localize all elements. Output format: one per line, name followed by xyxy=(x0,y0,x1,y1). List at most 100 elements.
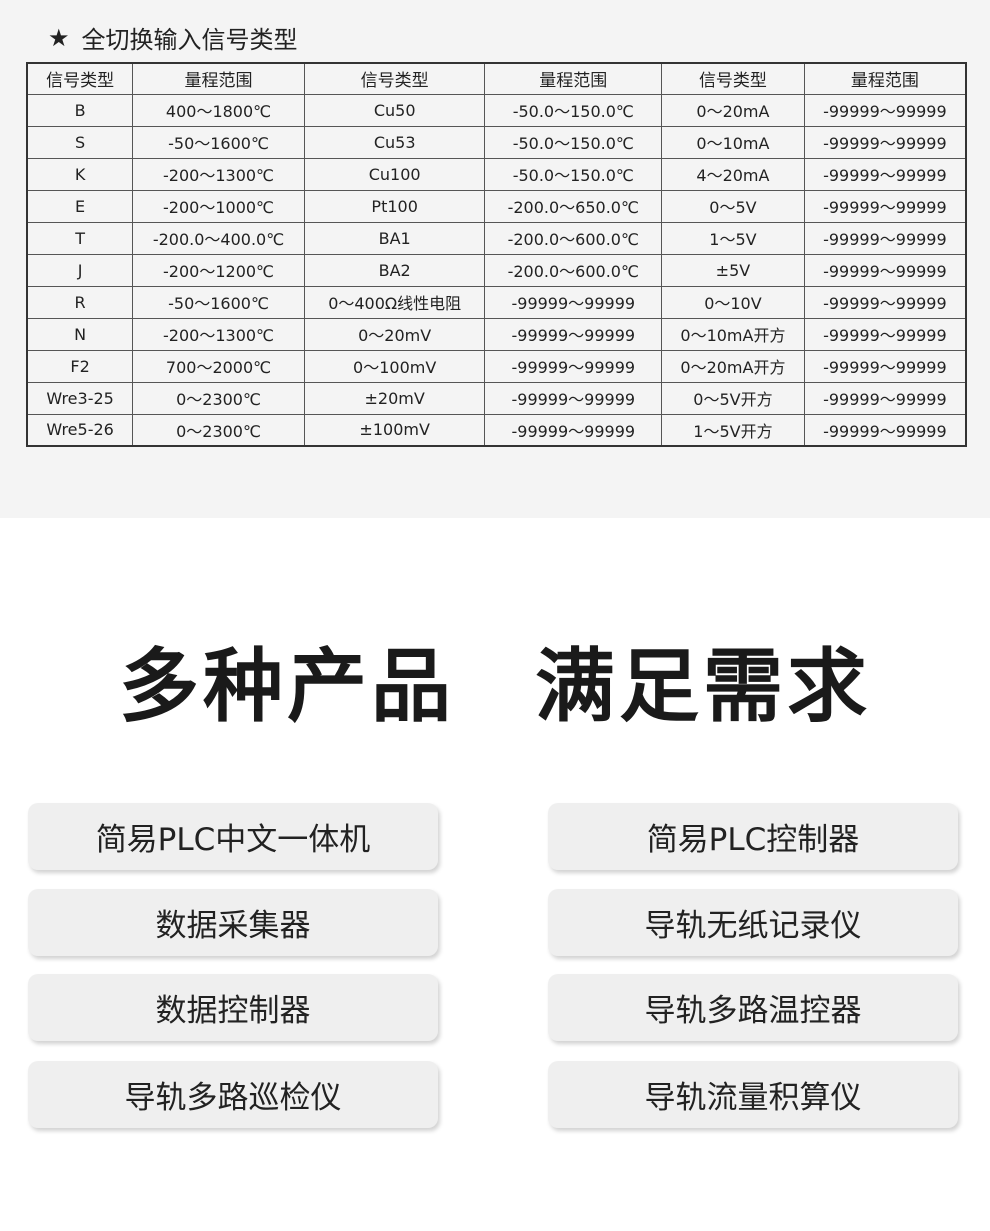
table-cell: -99999～99999 xyxy=(484,349,663,383)
table-cell: -99999～99999 xyxy=(803,413,967,447)
section-title-text: 全切换输入信号类型 xyxy=(81,26,298,54)
table-cell: -99999～99999 xyxy=(803,125,967,159)
table-cell: -99999～99999 xyxy=(803,221,967,255)
table-cell: 0～400Ω线性电阻 xyxy=(303,285,486,319)
column-header: 量程范围 xyxy=(132,62,305,95)
table-row: K -200～1300℃ Cu100 -50.0～150.0℃ 4～20mA -99999… xyxy=(26,157,967,191)
table-cell: -50.0～150.0℃ xyxy=(484,125,663,159)
star-icon: ★ xyxy=(48,23,70,52)
table-header-row: 信号类型 量程范围 信号类型 量程范围 信号类型 量程范围 xyxy=(26,62,967,95)
table-row: F2 700～2000℃ 0～100mV -99999～99999 0～20mA开方 -9… xyxy=(26,349,967,383)
table-cell: -99999～99999 xyxy=(484,413,663,447)
signal-section: ★ 全切换输入信号类型 信号类型 量程范围 信号类型 量程范围 信号类型 量程范围 B 40… xyxy=(0,0,990,518)
table-cell: J xyxy=(26,253,134,287)
table-cell: ±5V xyxy=(661,253,805,287)
table-cell: Wre5-26 xyxy=(26,413,134,447)
table-cell: -99999～99999 xyxy=(803,317,967,351)
table-cell: Pt100 xyxy=(303,189,486,223)
table-cell: -200.0～650.0℃ xyxy=(484,189,663,223)
table-cell: Cu100 xyxy=(303,157,486,191)
table-cell: ±20mV xyxy=(303,381,486,415)
table-cell: E xyxy=(26,189,134,223)
column-header: 信号类型 xyxy=(661,62,805,95)
table-cell: 0～20mA开方 xyxy=(661,349,805,383)
table-cell: 0～2300℃ xyxy=(132,413,305,447)
table-cell: BA2 xyxy=(303,253,486,287)
table-cell: -99999～99999 xyxy=(803,253,967,287)
table-cell: ±100mV xyxy=(303,413,486,447)
table-cell: Cu53 xyxy=(303,125,486,159)
table-row: Wre5-26 0～2300℃ ±100mV -99999～99999 1～5V开方 -9… xyxy=(26,413,967,447)
table-cell: R xyxy=(26,285,134,319)
table-row: N -200～1300℃ 0～20mV -99999～99999 0～10mA开方 -99… xyxy=(26,317,967,351)
column-header: 信号类型 xyxy=(26,62,134,95)
table-cell: 0～10mA xyxy=(661,125,805,159)
page-heading: 多种产品 满足需求 xyxy=(0,622,990,738)
table-cell: N xyxy=(26,317,134,351)
product-button[interactable]: 导轨多路温控器 xyxy=(548,974,958,1041)
table-row: Wre3-25 0～2300℃ ±20mV -99999～99999 0～5V开方 -99… xyxy=(26,381,967,415)
table-cell: -99999～99999 xyxy=(803,93,967,127)
table-cell: -99999～99999 xyxy=(803,157,967,191)
table-cell: 1～5V xyxy=(661,221,805,255)
product-button[interactable]: 导轨无纸记录仪 xyxy=(548,889,958,956)
table-cell: -200.0～600.0℃ xyxy=(484,253,663,287)
table-cell: BA1 xyxy=(303,221,486,255)
table-cell: S xyxy=(26,125,134,159)
table-cell: -200～1300℃ xyxy=(132,157,305,191)
table-cell: Wre3-25 xyxy=(26,381,134,415)
table-cell: -50.0～150.0℃ xyxy=(484,93,663,127)
table-cell: 0～10V xyxy=(661,285,805,319)
table-cell: 700～2000℃ xyxy=(132,349,305,383)
table-cell: F2 xyxy=(26,349,134,383)
product-button[interactable]: 数据采集器 xyxy=(28,889,438,956)
heading-part2: 满足需求 xyxy=(535,640,871,733)
table-cell: 0～20mV xyxy=(303,317,486,351)
table-cell: -99999～99999 xyxy=(803,189,967,223)
table-cell: 0～2300℃ xyxy=(132,381,305,415)
section-title: ★ 全切换输入信号类型 xyxy=(48,20,298,55)
heading-part1: 多种产品 xyxy=(119,640,455,733)
table-cell: -50～1600℃ xyxy=(132,285,305,319)
table-cell: 4～20mA xyxy=(661,157,805,191)
table-row: R -50～1600℃ 0～400Ω线性电阻 -99999～99999 0～10V -99… xyxy=(26,285,967,319)
table-cell: K xyxy=(26,157,134,191)
signal-type-table: 信号类型 量程范围 信号类型 量程范围 信号类型 量程范围 B 400～1800℃ Cu50-… xyxy=(26,62,967,447)
column-header: 量程范围 xyxy=(803,62,967,95)
table-cell: 0～5V开方 xyxy=(661,381,805,415)
table-row: J -200～1200℃ BA2 -200.0～600.0℃ ±5V -99999～999… xyxy=(26,253,967,287)
table-cell: B xyxy=(26,93,134,127)
table-cell: -200～1000℃ xyxy=(132,189,305,223)
table-cell: -50.0～150.0℃ xyxy=(484,157,663,191)
table-cell: 0～20mA xyxy=(661,93,805,127)
table-cell: -99999～99999 xyxy=(803,285,967,319)
table-cell: T xyxy=(26,221,134,255)
product-button[interactable]: 简易PLC控制器 xyxy=(548,803,958,870)
table-cell: -99999～99999 xyxy=(484,381,663,415)
column-header: 信号类型 xyxy=(303,62,486,95)
table-cell: 0～5V xyxy=(661,189,805,223)
table-cell: -99999～99999 xyxy=(803,349,967,383)
table-cell: -50～1600℃ xyxy=(132,125,305,159)
table-row: E -200～1000℃ Pt100 -200.0～650.0℃ 0～5V -99999～… xyxy=(26,189,967,223)
product-button[interactable]: 数据控制器 xyxy=(28,974,438,1041)
table-row: B 400～1800℃ Cu50 -50.0～150.0℃ 0～20mA -99999～9… xyxy=(26,93,967,127)
table-cell: -99999～99999 xyxy=(484,285,663,319)
product-button[interactable]: 导轨多路巡检仪 xyxy=(28,1061,438,1128)
product-button[interactable]: 导轨流量积算仪 xyxy=(548,1061,958,1128)
table-cell: 0～10mA开方 xyxy=(661,317,805,351)
table-cell: -99999～99999 xyxy=(484,317,663,351)
column-header: 量程范围 xyxy=(484,62,663,95)
table-row: S -50～1600℃ Cu53 -50.0～150.0℃ 0～10mA -99999～9… xyxy=(26,125,967,159)
table-cell: -200.0～600.0℃ xyxy=(484,221,663,255)
table-row: T -200.0～400.0℃ BA1 -200.0～600.0℃ 1～5V -99999… xyxy=(26,221,967,255)
table-cell: -99999～99999 xyxy=(803,381,967,415)
table-cell: -200.0～400.0℃ xyxy=(132,221,305,255)
table-cell: -200～1300℃ xyxy=(132,317,305,351)
table-cell: -200～1200℃ xyxy=(132,253,305,287)
product-button[interactable]: 简易PLC中文一体机 xyxy=(28,803,438,870)
table-cell: 400～1800℃ xyxy=(132,93,305,127)
table-cell: 1～5V开方 xyxy=(661,413,805,447)
table-cell: 0～100mV xyxy=(303,349,486,383)
table-cell: Cu50 xyxy=(303,93,486,127)
